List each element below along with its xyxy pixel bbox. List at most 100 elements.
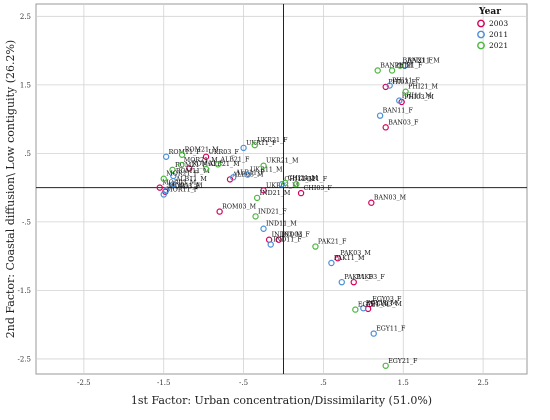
data-label: ROM21_F bbox=[175, 162, 208, 169]
data-point-rom11-m bbox=[170, 172, 177, 180]
data-label: PHI21_F bbox=[395, 62, 423, 69]
data-point-ukr11-f bbox=[240, 144, 247, 152]
data-label: BAN21_F bbox=[403, 58, 434, 65]
data-label: ALB03_M bbox=[232, 171, 265, 178]
data-label: UKR11_F bbox=[246, 140, 277, 147]
y-tick-label: 1.5 bbox=[20, 81, 31, 89]
data-label: PAK11_F bbox=[344, 274, 373, 281]
data-point-pak11-m bbox=[328, 259, 335, 267]
data-label: CHI11_M bbox=[284, 176, 315, 183]
data-label: IND03_M bbox=[272, 232, 303, 239]
data-point-ind03-f bbox=[275, 236, 282, 243]
data-point-pak03-f bbox=[350, 278, 357, 286]
data-label: PHI21_M bbox=[408, 84, 438, 91]
data-point-chi21-m bbox=[281, 179, 289, 187]
data-point-pak21-f bbox=[312, 243, 319, 250]
data-label: PHI03_M bbox=[404, 94, 434, 101]
data-label: UKR21_F bbox=[257, 137, 288, 144]
data-label: BAN21_M bbox=[380, 62, 413, 69]
data-label: MOR21_M bbox=[184, 157, 219, 164]
data-label: BAN03_M bbox=[374, 195, 407, 202]
data-point-chi21-f bbox=[293, 181, 300, 188]
data-point-egy21-f bbox=[382, 362, 389, 369]
data-label: BAN03_F bbox=[388, 119, 419, 126]
data-point-alb21-f bbox=[214, 161, 222, 168]
data-label: UKR03_F bbox=[209, 149, 240, 156]
legend-label-2021: 2021 bbox=[489, 41, 508, 50]
data-label: ROM21_M bbox=[185, 147, 220, 154]
data-label: UKR03_M bbox=[266, 182, 299, 189]
x-tick-label: .5 bbox=[320, 379, 327, 387]
data-point-alb11-m bbox=[170, 181, 177, 188]
data-point-mor11-m bbox=[162, 187, 170, 194]
data-label: ROM11_F bbox=[169, 149, 202, 156]
data-label: PAK11_M bbox=[334, 255, 365, 262]
data-label: EGY21_F bbox=[388, 358, 418, 365]
legend-marker-2003 bbox=[477, 19, 485, 28]
data-point-ban21-f bbox=[396, 62, 404, 69]
legend-marker-2021 bbox=[477, 41, 485, 50]
x-tick-label: 1.5 bbox=[398, 379, 409, 387]
data-point-mor21-m bbox=[178, 161, 185, 169]
data-label: ROM11_M bbox=[176, 168, 211, 175]
data-point-phi21-m bbox=[402, 88, 409, 95]
data-label: BAN11_M bbox=[407, 58, 440, 65]
data-label: EGY11_M bbox=[366, 300, 398, 307]
data-point-mor03-m bbox=[156, 184, 163, 191]
data-label: IND11_M bbox=[266, 221, 297, 228]
data-label: CHI21_M bbox=[288, 175, 319, 182]
data-point-ind21-f bbox=[252, 213, 259, 220]
legend-title: Year bbox=[478, 7, 501, 17]
data-point-phi21-f bbox=[388, 67, 396, 74]
data-point-ukr21-m bbox=[260, 162, 267, 169]
data-point-alb11-f bbox=[229, 174, 237, 181]
data-point-ukr11-m bbox=[244, 171, 251, 178]
data-point-ukr21-f bbox=[251, 141, 258, 149]
x-tick-label: 2.5 bbox=[478, 379, 489, 387]
data-point-rom21-m bbox=[178, 151, 186, 158]
data-point-egy11-f bbox=[370, 330, 377, 337]
data-label: IND11_F bbox=[273, 237, 302, 244]
data-point-rom21-f bbox=[169, 166, 176, 174]
data-label: PHI11_F bbox=[392, 78, 420, 85]
legend-label-2003: 2003 bbox=[489, 19, 508, 28]
y-axis-title: 2nd Factor: Coastal diffusion\ Low conti… bbox=[4, 40, 17, 338]
data-label: PHI11_M bbox=[402, 93, 432, 100]
data-label: EGY11_F bbox=[376, 326, 406, 333]
data-label: EGY03_F bbox=[372, 296, 402, 303]
data-point-ind11-f bbox=[267, 241, 274, 248]
y-tick-label: .5 bbox=[24, 150, 31, 158]
data-point-egy11-m bbox=[360, 305, 367, 312]
data-label: ALB11_M bbox=[175, 176, 208, 183]
data-point-ban03-m bbox=[368, 199, 375, 206]
y-tick-label: -.5 bbox=[22, 218, 31, 226]
legend-label-2011: 2011 bbox=[489, 30, 508, 39]
data-point-phi11-f bbox=[386, 82, 393, 89]
data-label: CHI21_F bbox=[299, 176, 328, 183]
data-point-rom03-m bbox=[216, 208, 223, 215]
data-label: MOR11_F bbox=[166, 186, 199, 193]
data-label: ROM03_F bbox=[192, 160, 225, 167]
x-tick-label: -1.5 bbox=[157, 379, 171, 387]
data-point-rom11-f bbox=[162, 153, 170, 160]
data-label: MOR03_F bbox=[168, 184, 201, 191]
data-point-ukr03-m bbox=[260, 187, 267, 194]
data-label: CHI03_F bbox=[304, 185, 333, 192]
data-label: BAN11_F bbox=[383, 108, 414, 115]
legend-marker-2011 bbox=[477, 30, 485, 39]
plot-area bbox=[35, 3, 528, 375]
data-point-ukr03-f bbox=[202, 153, 210, 160]
data-label: MOR21_F bbox=[166, 171, 199, 178]
y-tick-label: 2.5 bbox=[20, 13, 31, 21]
data-label: IND21_M bbox=[260, 190, 291, 197]
data-point-phi03-f bbox=[382, 83, 389, 91]
data-label: UKR11_M bbox=[250, 167, 283, 174]
data-point-rom03-f bbox=[186, 165, 193, 172]
data-point-chi03-f bbox=[297, 189, 305, 197]
data-label: PAK03_M bbox=[340, 250, 371, 257]
data-point-egy21-m bbox=[352, 306, 359, 313]
data-label: EGY21_M bbox=[358, 302, 390, 309]
data-label: UKR21_M bbox=[266, 158, 299, 165]
